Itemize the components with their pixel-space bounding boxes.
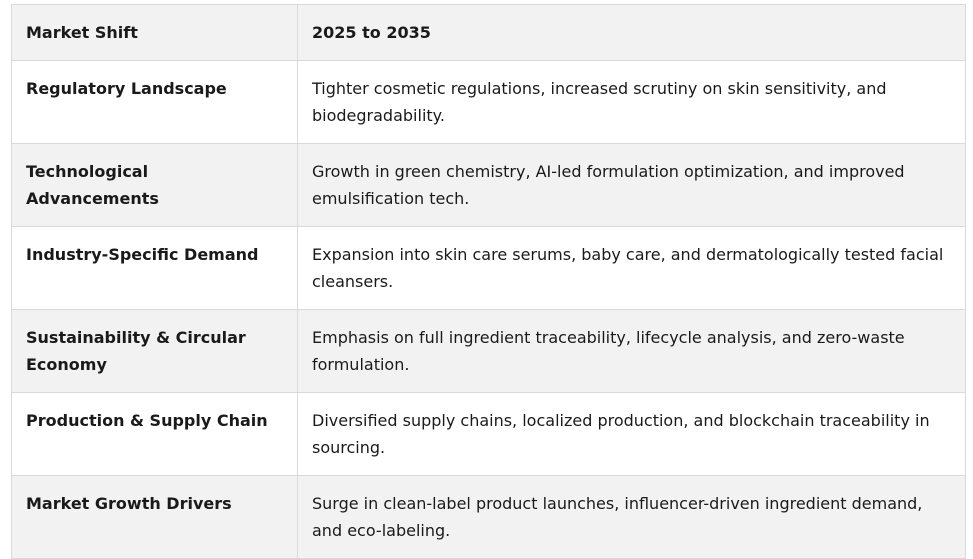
table-row: Sustainability & Circular Economy Emphas… — [11, 309, 966, 393]
row-detail: Expansion into skin care serums, baby ca… — [297, 226, 966, 310]
row-label: Production & Supply Chain — [11, 392, 298, 476]
market-shift-table: Market Shift 2025 to 2035 Regulatory Lan… — [11, 4, 966, 559]
table-row: Technological Advancements Growth in gre… — [11, 143, 966, 227]
row-detail: Surge in clean-label product launches, i… — [297, 475, 966, 559]
row-label: Market Growth Drivers — [11, 475, 298, 559]
market-shift-table-container: Market Shift 2025 to 2035 Regulatory Lan… — [11, 4, 966, 559]
row-detail: Emphasis on full ingredient traceability… — [297, 309, 966, 393]
table-row: Production & Supply Chain Diversified su… — [11, 392, 966, 476]
row-label: Technological Advancements — [11, 143, 298, 227]
column-header-market-shift: Market Shift — [11, 4, 298, 61]
table-row: Market Growth Drivers Surge in clean-lab… — [11, 475, 966, 559]
row-label: Industry-Specific Demand — [11, 226, 298, 310]
table-row: Industry-Specific Demand Expansion into … — [11, 226, 966, 310]
table-header-row: Market Shift 2025 to 2035 — [11, 4, 966, 61]
row-label: Regulatory Landscape — [11, 60, 298, 144]
row-detail: Growth in green chemistry, AI-led formul… — [297, 143, 966, 227]
row-detail: Tighter cosmetic regulations, increased … — [297, 60, 966, 144]
table-row: Regulatory Landscape Tighter cosmetic re… — [11, 60, 966, 144]
row-detail: Diversified supply chains, localized pro… — [297, 392, 966, 476]
row-label: Sustainability & Circular Economy — [11, 309, 298, 393]
column-header-period: 2025 to 2035 — [297, 4, 966, 61]
